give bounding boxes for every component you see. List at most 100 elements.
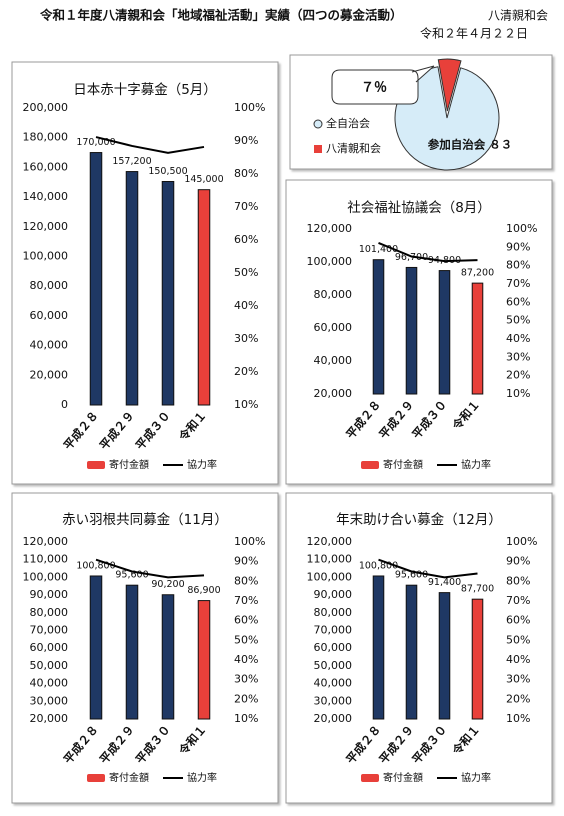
y2-tick-label: 50% xyxy=(506,633,530,646)
y2-tick-label: 80% xyxy=(506,574,530,587)
legend-swatch xyxy=(361,461,379,469)
y2-tick-label: 60% xyxy=(234,233,258,246)
value-label: 100,800 xyxy=(359,560,398,571)
y-tick-label: 140,000 xyxy=(23,190,69,203)
y2-tick-label: 70% xyxy=(234,200,258,213)
y-tick-label: 110,000 xyxy=(23,553,69,566)
y2-tick-label: 20% xyxy=(234,692,258,705)
y2-tick-label: 10% xyxy=(506,712,530,725)
value-label: 91,400 xyxy=(428,577,461,588)
y-tick-label: 90,000 xyxy=(314,588,353,601)
value-label: 86,900 xyxy=(187,585,220,596)
legend-label: 寄付金額 xyxy=(383,771,423,784)
y2-tick-label: 30% xyxy=(506,673,530,686)
y2-tick-label: 40% xyxy=(234,299,258,312)
legend-label: 協力率 xyxy=(187,771,217,784)
bar xyxy=(471,282,484,395)
rate-line xyxy=(378,558,478,579)
y-tick-label: 100,000 xyxy=(307,570,353,583)
y-tick-label: 80,000 xyxy=(30,606,69,619)
y2-tick-label: 100% xyxy=(506,535,537,548)
legend-label: 寄付金額 xyxy=(109,458,149,471)
y2-tick-label: 40% xyxy=(234,653,258,666)
y2-tick-label: 30% xyxy=(234,332,258,345)
y2-tick-label: 20% xyxy=(234,365,258,378)
value-label: 87,200 xyxy=(461,268,494,279)
y2-tick-label: 10% xyxy=(234,712,258,725)
legend-label: 寄付金額 xyxy=(109,771,149,784)
legend-label: 全自治会 xyxy=(326,116,370,130)
rate-line xyxy=(378,242,478,263)
y-tick-label: 70,000 xyxy=(314,624,353,637)
bar xyxy=(197,189,211,406)
y-tick-label: 120,000 xyxy=(23,535,69,548)
y2-tick-label: 30% xyxy=(234,673,258,686)
legend-swatch xyxy=(314,145,322,153)
chart-title: 社会福祉協議会（8月） xyxy=(347,199,491,216)
y2-tick-label: 50% xyxy=(506,314,530,327)
value-label: 95,600 xyxy=(395,570,428,581)
legend-label: 八清親和会 xyxy=(326,142,381,155)
value-label: 90,200 xyxy=(151,579,184,590)
date: 令和２年４月２２日 xyxy=(420,26,528,41)
bar xyxy=(372,575,385,720)
y2-tick-label: 80% xyxy=(234,574,258,587)
y2-tick-label: 60% xyxy=(506,295,530,308)
y2-tick-label: 20% xyxy=(506,369,530,382)
y-tick-label: 60,000 xyxy=(30,641,69,654)
y2-tick-label: 100% xyxy=(234,535,265,548)
panel xyxy=(285,179,553,485)
value-label: 145,000 xyxy=(184,174,223,185)
bar xyxy=(89,152,103,406)
y-tick-label: 80,000 xyxy=(314,288,353,301)
y-tick-label: 50,000 xyxy=(314,659,353,672)
y-tick-label: 40,000 xyxy=(30,339,69,352)
y-tick-label: 60,000 xyxy=(314,321,353,334)
value-label: 100,800 xyxy=(76,560,115,571)
y-tick-label: 120,000 xyxy=(307,222,353,235)
y2-tick-label: 80% xyxy=(234,167,258,180)
y2-tick-label: 90% xyxy=(506,555,530,568)
y-tick-label: 60,000 xyxy=(30,309,69,322)
legend-label: 寄付金額 xyxy=(383,458,423,471)
bar xyxy=(125,171,139,406)
y-tick-label: 120,000 xyxy=(23,220,69,233)
legend-swatch xyxy=(87,461,105,469)
y2-tick-label: 10% xyxy=(234,398,258,411)
page-title: 令和１年度八清親和会「地域福祉活動」実績（四つの募金活動） xyxy=(39,8,403,23)
y2-tick-label: 40% xyxy=(506,332,530,345)
y-tick-label: 50,000 xyxy=(30,659,69,672)
y2-tick-label: 90% xyxy=(234,555,258,568)
y2-tick-label: 100% xyxy=(234,101,265,114)
value-label: 157,200 xyxy=(112,156,151,167)
legend-swatch xyxy=(87,774,105,782)
panel xyxy=(285,492,553,804)
y2-tick-label: 50% xyxy=(234,266,258,279)
y-tick-label: 110,000 xyxy=(307,553,353,566)
y-tick-label: 40,000 xyxy=(314,677,353,690)
value-label: 170,000 xyxy=(76,137,115,148)
y-tick-label: 20,000 xyxy=(314,712,353,725)
y-tick-label: 80,000 xyxy=(30,279,69,292)
panel xyxy=(11,492,279,804)
y2-tick-label: 50% xyxy=(234,633,258,646)
y-tick-label: 30,000 xyxy=(314,694,353,707)
chart-title: 日本赤十字募金（5月） xyxy=(73,82,217,98)
callout xyxy=(331,65,435,105)
bar xyxy=(438,270,451,395)
bar xyxy=(438,592,451,720)
y-tick-label: 40,000 xyxy=(30,677,69,690)
bar xyxy=(471,598,484,720)
annotation: ７％ xyxy=(361,81,387,96)
y-tick-label: 120,000 xyxy=(307,535,353,548)
bar xyxy=(161,181,175,406)
y2-tick-label: 90% xyxy=(506,240,530,253)
y2-tick-label: 20% xyxy=(506,692,530,705)
y-tick-label: 70,000 xyxy=(30,624,69,637)
y2-tick-label: 10% xyxy=(506,387,530,400)
y-tick-label: 30,000 xyxy=(30,694,69,707)
legend-swatch xyxy=(313,119,323,129)
value-label: 87,700 xyxy=(461,584,494,595)
y2-tick-label: 60% xyxy=(506,614,530,627)
